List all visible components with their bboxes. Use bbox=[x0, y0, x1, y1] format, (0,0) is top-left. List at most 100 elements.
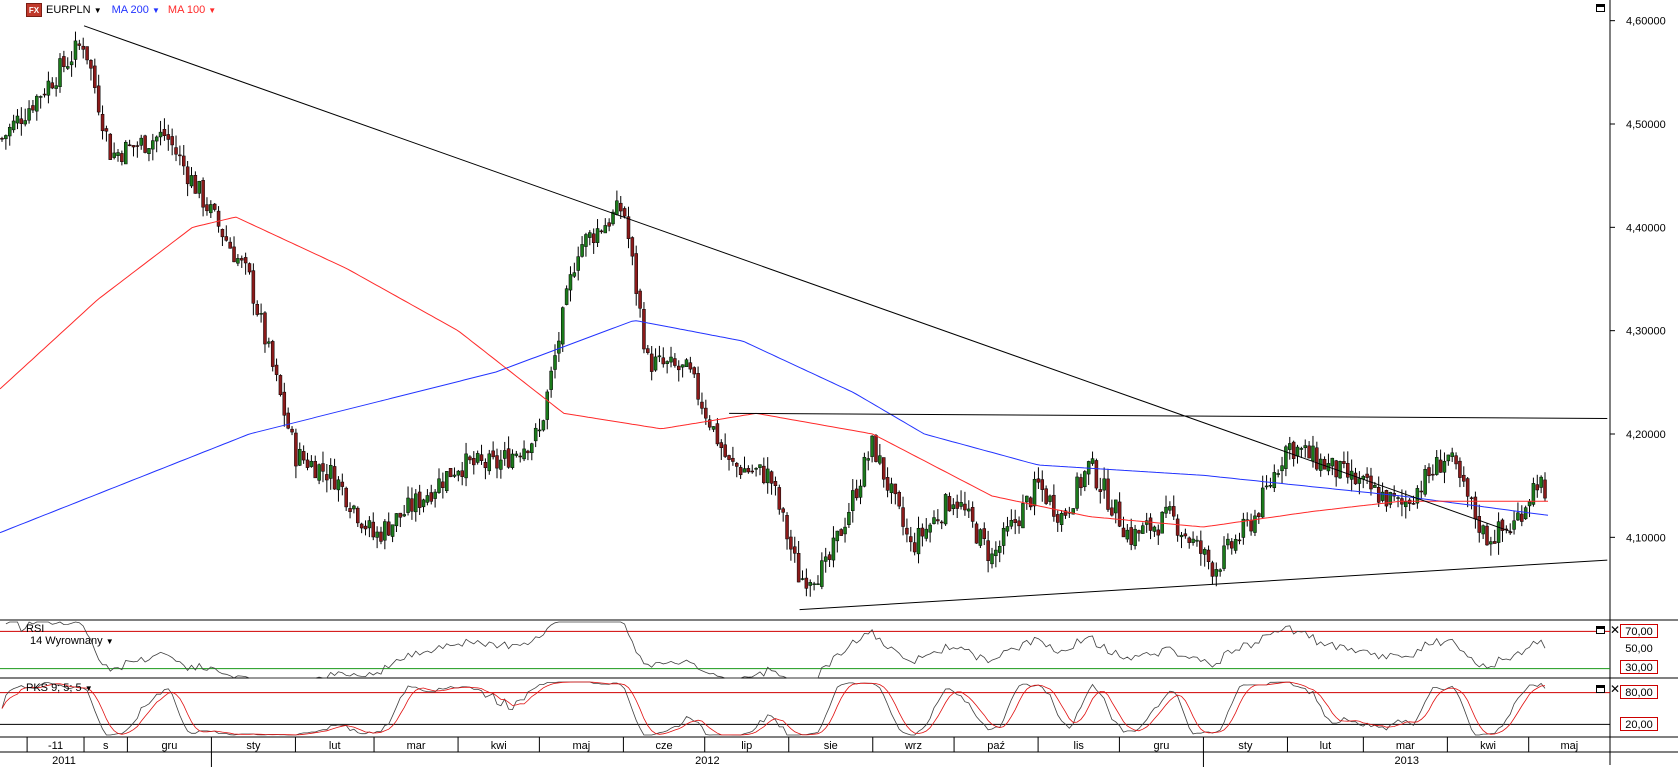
candle-body bbox=[220, 229, 225, 238]
candle-body bbox=[885, 477, 890, 491]
ma100-dropdown[interactable]: MA 100 ▼ bbox=[168, 4, 216, 16]
close-icon[interactable]: ✕ bbox=[1610, 623, 1621, 637]
candle-body bbox=[920, 527, 925, 537]
rsi-legend: RSI 14 Wyrownany ▼ bbox=[26, 623, 114, 647]
candle-body bbox=[615, 200, 619, 215]
candle-body bbox=[1121, 527, 1126, 538]
candle-body bbox=[688, 362, 693, 370]
candle-body bbox=[1191, 538, 1195, 543]
stochastic-params-dropdown[interactable]: PKS 9; 5; 5 ▼ bbox=[26, 682, 93, 694]
chevron-down-icon: ▼ bbox=[208, 6, 217, 15]
candle-body bbox=[151, 140, 155, 150]
candle-body bbox=[874, 435, 878, 462]
candle-body bbox=[1477, 516, 1482, 533]
candle-body bbox=[982, 528, 987, 539]
candle-body bbox=[456, 470, 461, 476]
y-tick-label: 4,60000 bbox=[1626, 16, 1666, 28]
candle-body bbox=[23, 120, 27, 125]
candle-body bbox=[1531, 483, 1536, 505]
candle-body bbox=[506, 448, 511, 468]
candle-body bbox=[1052, 494, 1056, 517]
candle-body bbox=[773, 481, 778, 486]
candle-body bbox=[1241, 518, 1246, 538]
candle-body bbox=[746, 468, 751, 473]
candle-body bbox=[835, 530, 840, 542]
candle-body bbox=[429, 492, 434, 502]
candle-body bbox=[526, 450, 530, 454]
candle-body bbox=[677, 365, 681, 371]
maximize-icon[interactable] bbox=[1596, 685, 1605, 693]
candle-body bbox=[851, 490, 855, 512]
candle-body bbox=[928, 524, 932, 533]
y-tick-label: 4,30000 bbox=[1626, 326, 1666, 338]
trend-line bbox=[83, 25, 1513, 533]
candle-body bbox=[1299, 448, 1304, 450]
symbol-dropdown[interactable]: EURPLN ▼ bbox=[46, 4, 102, 16]
candle-body bbox=[897, 492, 901, 507]
candle-body bbox=[750, 470, 754, 473]
candle-body bbox=[572, 272, 577, 277]
candle-body bbox=[1017, 520, 1021, 527]
candle-body bbox=[1434, 457, 1439, 475]
candle-body bbox=[1214, 569, 1219, 577]
candle-body bbox=[410, 498, 414, 512]
candle-body bbox=[1079, 477, 1083, 489]
close-icon[interactable]: ✕ bbox=[1610, 682, 1621, 696]
candle-body bbox=[363, 525, 368, 530]
candle-body bbox=[127, 144, 132, 147]
candle-body bbox=[997, 546, 1002, 553]
candle-body bbox=[951, 504, 956, 510]
candle-body bbox=[878, 455, 882, 464]
chevron-down-icon: ▼ bbox=[93, 6, 102, 15]
ma200-dropdown[interactable]: MA 200 ▼ bbox=[112, 4, 160, 16]
rsi-line bbox=[5, 621, 1546, 679]
candle-body bbox=[1431, 473, 1435, 476]
candle-body bbox=[1125, 529, 1130, 540]
candle-body bbox=[839, 529, 843, 536]
candle-body bbox=[398, 512, 403, 518]
candle-body bbox=[1450, 452, 1454, 457]
candle-body bbox=[854, 488, 859, 499]
time-axis: -11 s gru sty lut mar kwi maj cze lip sie wrz paź lis… bbox=[0, 737, 1678, 767]
candle-body bbox=[827, 554, 832, 560]
candle-body bbox=[932, 517, 936, 524]
candle-body bbox=[820, 560, 824, 587]
maximize-icon[interactable] bbox=[1596, 626, 1605, 634]
candle-body bbox=[1469, 497, 1474, 499]
candle-body bbox=[607, 222, 611, 227]
candle-body bbox=[1013, 519, 1017, 523]
candle-body bbox=[1295, 446, 1300, 457]
candle-body bbox=[649, 353, 654, 372]
rsi-params-dropdown[interactable]: 14 Wyrownany ▼ bbox=[30, 635, 114, 647]
maximize-icon[interactable] bbox=[1596, 4, 1605, 12]
candle-body bbox=[1071, 508, 1075, 515]
candle-body bbox=[793, 546, 797, 554]
candle-body bbox=[147, 148, 151, 155]
candle-body bbox=[704, 407, 708, 419]
candle-body bbox=[77, 43, 82, 46]
candle-body bbox=[545, 391, 550, 420]
candle-body bbox=[986, 540, 990, 562]
candle-body bbox=[789, 536, 793, 550]
candle-body bbox=[464, 453, 468, 479]
candle-body bbox=[139, 137, 143, 146]
candle-body bbox=[344, 487, 348, 508]
candle-body bbox=[502, 450, 507, 459]
candle-body bbox=[85, 46, 89, 61]
candle-body bbox=[383, 521, 387, 541]
candle-body bbox=[328, 464, 333, 479]
y-tick-label: 4,50000 bbox=[1626, 119, 1666, 131]
candle-body bbox=[560, 307, 565, 345]
candle-body bbox=[448, 468, 453, 478]
candle-body bbox=[1523, 507, 1528, 520]
candle-body bbox=[73, 40, 78, 60]
candle-body bbox=[1141, 525, 1145, 534]
month-label: sty bbox=[246, 740, 261, 752]
candle-body bbox=[731, 457, 735, 462]
month-label: cze bbox=[655, 740, 672, 752]
candle-body bbox=[970, 507, 975, 522]
candle-body bbox=[661, 357, 666, 365]
month-label: maj bbox=[573, 740, 591, 752]
candle-body bbox=[727, 455, 731, 460]
candle-body bbox=[653, 356, 658, 371]
